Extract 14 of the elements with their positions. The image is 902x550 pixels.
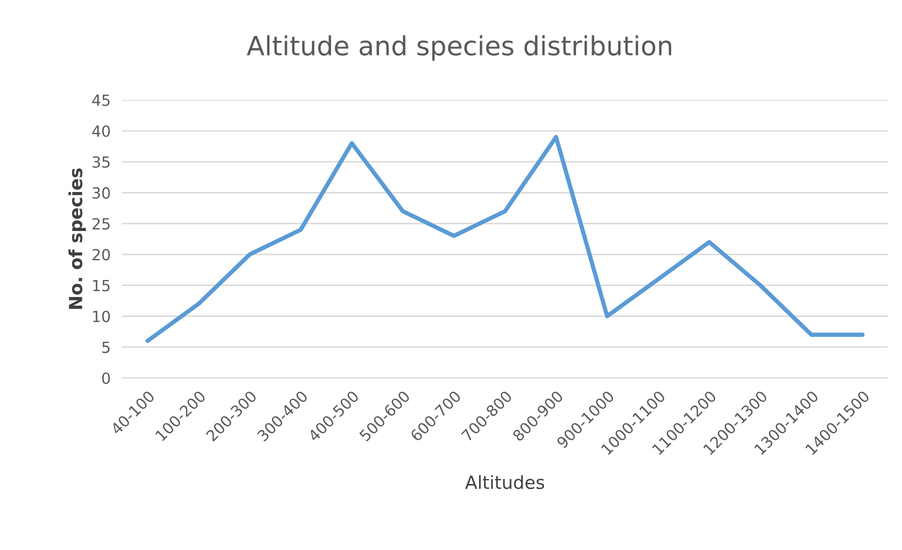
y-tick-label: 40 xyxy=(92,125,110,137)
y-tick-label: 30 xyxy=(92,187,110,199)
y-tick-label: 15 xyxy=(93,280,110,292)
line-series xyxy=(145,134,865,344)
y-tick-label: 25 xyxy=(92,218,110,230)
chart-title: Altitude and species distribution xyxy=(246,35,672,61)
y-tick-label: 20 xyxy=(92,248,110,260)
x-axis-title: Altitudes xyxy=(465,475,544,490)
y-tick-label: 35 xyxy=(92,156,110,168)
y-tick-label: 0 xyxy=(102,372,110,384)
y-tick-label: 5 xyxy=(102,342,110,354)
y-axis-title: No. of species xyxy=(68,168,86,309)
y-tick-label: 10 xyxy=(93,310,110,322)
y-tick-label: 45 xyxy=(92,94,110,106)
